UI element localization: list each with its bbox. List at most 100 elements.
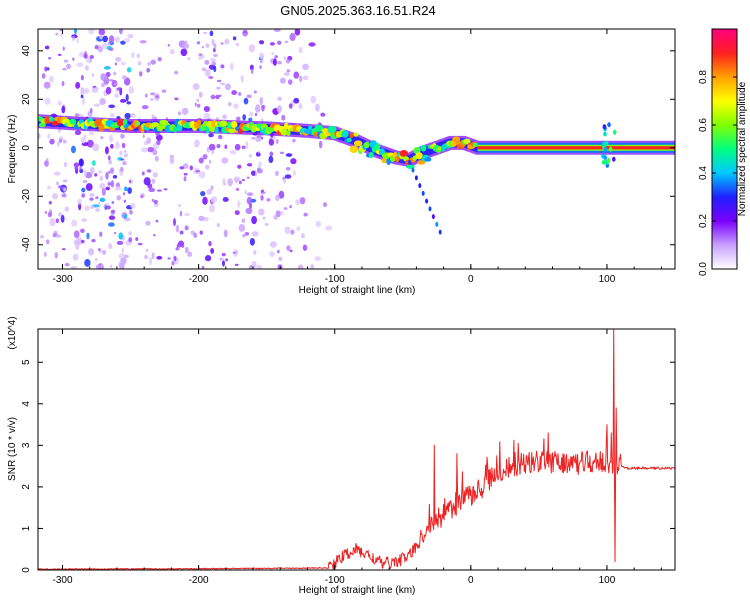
spectrogram-noise-cell	[75, 237, 83, 246]
spectrogram-noise-cell	[146, 169, 152, 173]
spectrogram-noise-cell	[141, 147, 149, 153]
spectrogram-noise-cell	[72, 57, 75, 61]
spectrogram-band-cell	[267, 127, 275, 133]
spectrogram-noise-cell	[105, 186, 111, 191]
spectrogram-noise-cell	[227, 102, 232, 107]
spectrogram-band-cell	[347, 137, 352, 143]
spectrogram-noise-cell	[78, 51, 84, 58]
spectrogram-noise-cell	[109, 167, 115, 174]
spectrogram-noise-cell	[177, 203, 182, 208]
snr-x-tick-label: 100	[599, 575, 616, 586]
spectrogram-noise-cell	[275, 194, 280, 202]
spectrogram-noise-cell	[261, 191, 267, 194]
spectrogram-noise-cell	[61, 105, 66, 114]
spectrogram-noise-cell	[80, 94, 84, 99]
spectrogram-noise-cell	[89, 107, 93, 114]
spectrogram-noise-cell	[91, 239, 96, 243]
spectrogram-noise-cell	[90, 204, 95, 210]
spectrogram-noise-cell	[211, 38, 215, 46]
spectrogram-noise-cell	[100, 73, 107, 81]
spectrogram-noise-cell	[78, 158, 84, 167]
spectrogram-noise-cell	[196, 103, 201, 108]
spectrogram-noise-cell	[123, 38, 131, 43]
spectrogram-noise-cell	[144, 254, 149, 260]
spectrogram-noise-cell	[123, 214, 127, 219]
spectrogram-noise-cell	[254, 104, 261, 113]
spectrogram-noise-cell	[93, 103, 101, 107]
spectrogram-band-cell	[603, 146, 608, 152]
spectrogram-noise-cell	[94, 173, 98, 177]
spectrogram-noise-cell	[198, 53, 203, 57]
spectrogram-noise-cell	[221, 260, 226, 267]
snr-x-ticks: -300 -200 -100 0 100	[52, 329, 662, 586]
spectrogram-noise-cell	[261, 105, 265, 112]
spectrogram-noise-cell	[128, 231, 132, 236]
spectrogram-noise-cell	[107, 42, 111, 46]
spectrogram-noise-cell	[95, 258, 98, 262]
spectrogram-noise-cell	[80, 87, 85, 96]
spectrogram-noise-cell	[237, 164, 242, 169]
spectrogram-noise-cell	[196, 98, 200, 103]
spectrogram-noise-cell	[46, 67, 50, 71]
spectrogram-noise-cell	[153, 199, 158, 205]
spectrogram-noise-cell	[232, 36, 237, 41]
spectrogram-band-cell	[612, 129, 617, 135]
spectrogram-noise-cell	[235, 42, 240, 47]
spectrogram-band-cell	[386, 158, 391, 165]
spectrogram-noise-cell	[174, 97, 179, 101]
spectrogram-noise-cell	[269, 42, 276, 46]
spectrogram-noise-cell	[46, 239, 50, 245]
spectrogram-noise-cell	[199, 230, 203, 235]
spectrogram-noise-cell	[99, 182, 106, 190]
spectrogram-noise-cell	[198, 171, 206, 179]
spectrogram-noise-cell	[222, 177, 226, 186]
snr-y-tick-label: 3	[21, 442, 32, 448]
spectrogram-noise-cell	[205, 164, 210, 170]
spectrogram-noise-cell	[314, 256, 321, 261]
spectrogram-band-cell	[394, 155, 400, 163]
spectrogram-noise-cell	[145, 220, 151, 226]
spectrogram-noise-cell	[44, 97, 51, 105]
spectrogram-noise-cell	[92, 160, 96, 167]
spectrogram-noise-cell	[210, 196, 218, 203]
spectrogram-band-cell	[428, 206, 432, 212]
spectrogram-noise-cell	[104, 205, 107, 211]
spectrogram-band-cell	[280, 128, 288, 136]
spectrogram-noise-cell	[262, 216, 266, 220]
spectrogram-noise-cell	[276, 40, 282, 45]
spectrogram-noise-cell	[72, 253, 79, 261]
spectrogram-band-cell	[176, 123, 183, 132]
spectrogram-noise-cell	[142, 134, 145, 139]
spectrogram-noise-cell	[123, 153, 129, 158]
spectrogram-noise-cell	[302, 244, 308, 251]
snr-frame	[37, 328, 676, 571]
spectrogram-noise-cell	[269, 151, 274, 157]
spectrogram-noise-cell	[81, 97, 85, 106]
spectrogram-noise-cell	[81, 218, 88, 222]
spectrogram-noise-cell	[110, 209, 116, 214]
spectrogram-noise-cell	[147, 61, 151, 66]
snr-x-tick-label: -100	[325, 575, 345, 586]
spectrogram-noise-cell	[189, 165, 194, 171]
spectrogram-noise-cell	[100, 263, 103, 269]
spectrogram-noise-cell	[108, 215, 116, 220]
spectrogram-x-tick-label: -200	[189, 274, 209, 285]
spectrogram-band-cell	[420, 144, 427, 152]
spectrogram-noise-cell	[296, 226, 301, 232]
spectrogram-noise-cell	[151, 252, 155, 260]
spectrogram-noise-cell	[153, 203, 159, 208]
spectrogram-noise-cell	[143, 177, 151, 186]
spectrogram-noise-cell	[292, 138, 296, 143]
spectrogram-noise-cell	[102, 249, 107, 255]
spectrogram-noise-cell	[114, 93, 120, 98]
spectrogram-noise-cell	[38, 133, 41, 139]
spectrogram-noise-cell	[208, 76, 214, 80]
spectrogram-noise-cell	[157, 57, 162, 62]
spectrogram-noise-cell	[258, 168, 263, 174]
spectrogram-noise-cell	[277, 60, 282, 65]
spectrogram-noise-cell	[116, 87, 123, 91]
spectrogram-noise-cell	[115, 57, 122, 62]
spectrogram-noise-cell	[102, 35, 108, 43]
spectrogram-band-cell	[601, 159, 606, 165]
spectrogram-noise-cell	[216, 143, 221, 149]
